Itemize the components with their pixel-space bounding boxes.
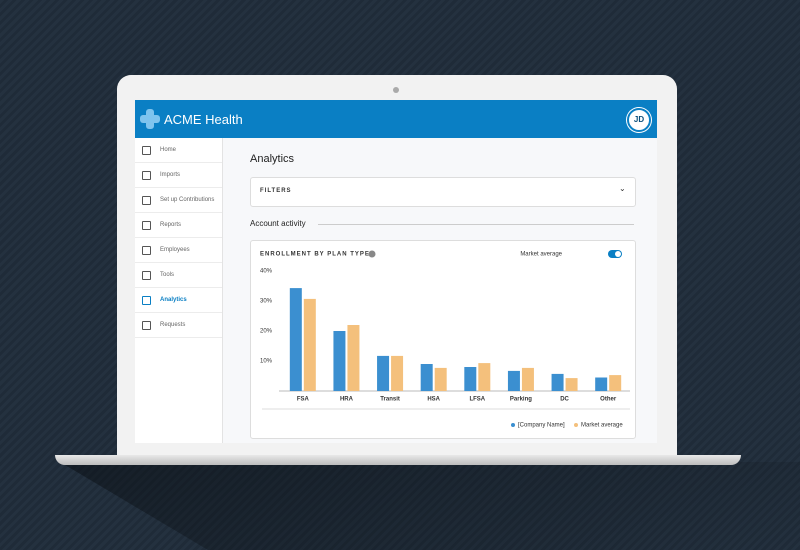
x-tick-label: HRA	[340, 397, 354, 403]
bar	[464, 367, 477, 391]
nav-icon	[142, 321, 151, 330]
nav-item[interactable]: Analytics	[135, 288, 222, 313]
x-tick-label: DC	[560, 397, 569, 403]
x-tick-label: FSA	[297, 397, 310, 403]
legend-label: [Company Name]	[518, 423, 565, 429]
bar	[595, 377, 608, 391]
nav-icon	[142, 171, 151, 180]
toggle-knob	[615, 251, 621, 257]
nav-icon	[142, 146, 151, 155]
filters-panel[interactable]: FILTERS ⌄	[250, 177, 636, 207]
nav-label: Reports	[160, 222, 182, 228]
bar	[333, 331, 346, 391]
page-title: Analytics	[250, 153, 295, 165]
laptop-base	[55, 455, 741, 465]
nav-item[interactable]: Employees	[135, 238, 222, 263]
logo	[140, 109, 160, 129]
section-rule	[318, 224, 634, 225]
bar	[609, 375, 622, 391]
filters-label: FILTERS	[260, 188, 292, 194]
nav-item[interactable]: Home	[135, 138, 222, 163]
nav-item[interactable]: Set up Contributions	[135, 188, 222, 213]
header: ACME Health JD	[135, 100, 657, 138]
bar	[347, 325, 360, 391]
bar	[478, 363, 491, 391]
nav-icon	[142, 196, 151, 205]
nav-item[interactable]: Reports	[135, 213, 222, 238]
bar	[434, 367, 447, 391]
legend-swatch	[511, 423, 515, 427]
nav-label: Tools	[160, 272, 175, 278]
nav-item[interactable]: Requests	[135, 313, 222, 338]
bar	[289, 288, 302, 391]
nav-label: Employees	[160, 247, 190, 253]
x-tick-label: Transit	[380, 397, 400, 403]
y-tick-label: 10%	[260, 359, 273, 365]
brand: ACME Health	[164, 112, 243, 127]
chart: ENROLLMENT BY PLAN TYPE Market average 1…	[260, 250, 630, 429]
chart-card: ENROLLMENT BY PLAN TYPE Market average 1…	[250, 240, 636, 439]
info-icon	[368, 250, 376, 258]
camera	[393, 87, 399, 93]
bar	[420, 364, 433, 391]
nav-icon	[142, 221, 151, 230]
toggle-label: Market average	[520, 252, 562, 258]
avatar[interactable]: JD	[627, 108, 651, 132]
nav-label: Analytics	[160, 297, 187, 303]
bar	[521, 367, 534, 391]
x-tick-label: Parking	[510, 397, 532, 403]
x-tick-label: Other	[600, 397, 617, 403]
sidebar: Home Imports Set up Contributions Reports Em…	[135, 138, 223, 443]
bar	[377, 355, 390, 391]
x-tick-label: LFSA	[469, 397, 485, 403]
nav-label: Home	[160, 147, 177, 153]
screen: ACME Health JD Home Imports Set up Contrib…	[135, 100, 657, 443]
nav-icon	[142, 296, 151, 305]
chevron: ⌄	[619, 184, 626, 193]
bar	[391, 355, 404, 391]
bar	[507, 370, 520, 391]
nav-label: Requests	[160, 322, 186, 328]
nav-item[interactable]: Imports	[135, 163, 222, 188]
chart-title: ENROLLMENT BY PLAN TYPE	[260, 252, 370, 258]
section-title: Account activity	[250, 219, 306, 228]
y-tick-label: 40%	[260, 269, 273, 275]
nav-icon	[142, 246, 151, 255]
bar	[565, 378, 578, 391]
nav-icon	[142, 271, 151, 280]
y-tick-label: 20%	[260, 329, 273, 335]
nav-label: Set up Contributions	[160, 197, 215, 203]
laptop-shadow	[60, 462, 800, 550]
legend-swatch	[574, 423, 578, 427]
y-tick-label: 30%	[260, 299, 273, 305]
nav-item[interactable]: Tools	[135, 263, 222, 288]
bar	[551, 373, 564, 391]
nav-label: Imports	[160, 172, 181, 178]
legend-label: Market average	[581, 423, 623, 429]
bar	[303, 298, 316, 391]
x-tick-label: HSA	[427, 397, 440, 403]
